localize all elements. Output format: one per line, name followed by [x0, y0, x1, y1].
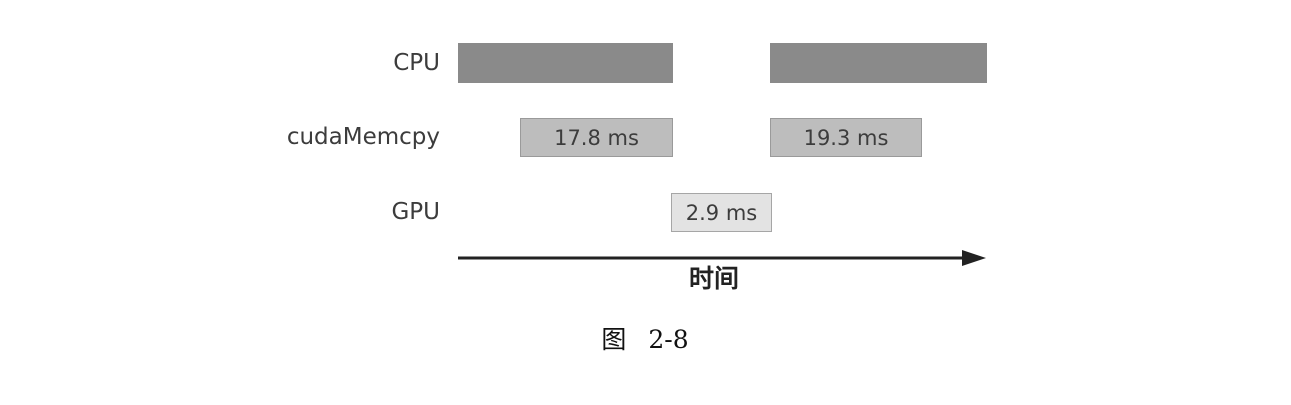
lane-label-gpu: GPU — [391, 199, 440, 225]
figure-caption-prefix: 图 — [601, 325, 627, 354]
figure-caption: 图 2-8 — [545, 322, 745, 358]
memcpy-block-2-label: 19.3 ms — [803, 125, 889, 150]
time-axis-arrowhead — [962, 250, 986, 266]
memcpy-block-2: 19.3 ms — [770, 118, 922, 157]
lane-label-cpu: CPU — [393, 50, 440, 76]
memcpy-block-1: 17.8 ms — [520, 118, 673, 157]
gpu-block-1: 2.9 ms — [671, 193, 772, 232]
cpu-block-1 — [458, 43, 673, 83]
lane-label-cudamemcpy: cudaMemcpy — [286, 124, 440, 150]
cpu-block-2 — [770, 43, 987, 83]
memcpy-block-1-label: 17.8 ms — [554, 125, 639, 150]
figure-caption-number: 2-8 — [648, 325, 689, 354]
gpu-block-1-label: 2.9 ms — [685, 200, 758, 225]
time-axis-label: 时间 — [688, 264, 739, 293]
